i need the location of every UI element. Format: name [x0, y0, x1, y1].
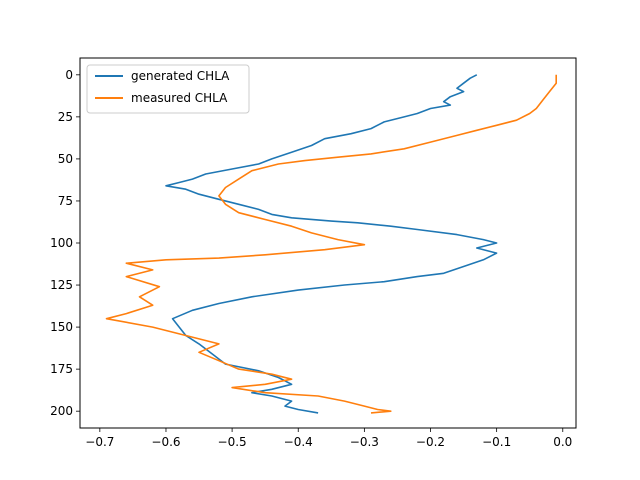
series-line-generated-chla [165, 74, 498, 414]
y-tick-label: 0 [65, 68, 73, 82]
series-line-measured-chla [105, 74, 557, 414]
legend-box [86, 64, 250, 114]
x-tick-label: −0.3 [350, 435, 379, 449]
x-tick-label: −0.1 [482, 435, 511, 449]
x-tick-label: −0.5 [218, 435, 247, 449]
y-tick-label: 200 [50, 404, 73, 418]
legend-label-generated: generated CHLA [131, 69, 230, 83]
legend: generated CHLA measured CHLA [86, 64, 250, 114]
y-tick-label: 100 [50, 236, 73, 250]
x-tick-label: 0.0 [553, 435, 572, 449]
x-tick-label: −0.2 [416, 435, 445, 449]
y-tick-label: 125 [50, 278, 73, 292]
x-axis: −0.7 −0.6 −0.5 −0.4 −0.3 −0.2 −0.1 0.0 [85, 428, 572, 449]
y-tick-label: 50 [58, 152, 73, 166]
series-layer [105, 74, 557, 414]
y-tick-label: 150 [50, 320, 73, 334]
legend-label-measured: measured CHLA [131, 91, 228, 105]
y-tick-label: 25 [58, 110, 73, 124]
y-tick-label: 75 [58, 194, 73, 208]
x-tick-label: −0.4 [284, 435, 313, 449]
y-axis: 0 25 50 75 100 125 150 175 200 [50, 68, 80, 418]
x-tick-label: −0.6 [151, 435, 180, 449]
y-tick-label: 175 [50, 362, 73, 376]
x-tick-label: −0.7 [85, 435, 114, 449]
